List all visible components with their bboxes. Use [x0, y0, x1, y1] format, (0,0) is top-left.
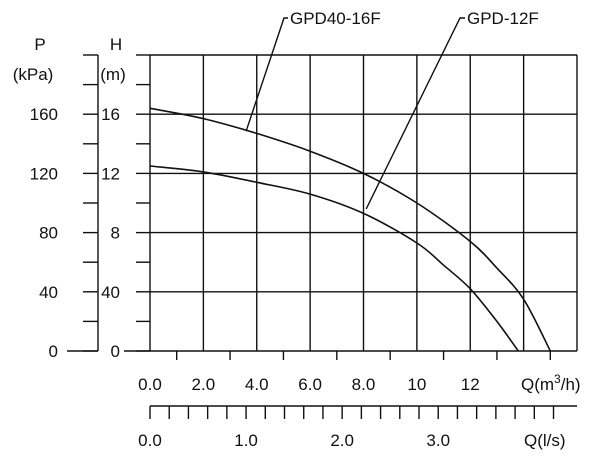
head-axis-tick-label: 12: [101, 164, 120, 183]
flow-ls-axis-label: Q(l/s): [524, 431, 566, 450]
pressure-axis-tick-label: 80: [39, 224, 58, 243]
pressure-axis-label-line2: (kPa): [13, 65, 54, 84]
flow-ls-tick-label: 3.0: [426, 431, 450, 450]
head-axis-tick-label: 8: [111, 224, 120, 243]
head-axis-label-line2: (m): [100, 65, 125, 84]
flow-m3h-label-suffix: /h): [561, 375, 581, 394]
flow-m3h-label-sup: 3: [554, 372, 561, 386]
chart-grid: [149, 54, 578, 352]
flow-m3h-tick-label: 12: [461, 375, 480, 394]
flow-ls-tick-label: 1.0: [234, 431, 258, 450]
flow-m3h-axis-label: Q(m3/h): [521, 372, 581, 394]
series-line-gpd-12f: [149, 165, 519, 352]
chart-ticks: 16 12 8 40 0 160 120 80 40 0 0.0 2.0 4.0 6.0 8.0 10 12 0.…: [30, 105, 480, 450]
flow-m3h-tick-label: 6.0: [298, 375, 322, 394]
head-axis-tick-label: 40: [101, 283, 120, 302]
chart-series: [149, 107, 552, 352]
leader-line-gpd40-16f: [245, 17, 288, 132]
pressure-axis-label-line1: P: [34, 35, 45, 54]
head-axis-label-line1: H: [110, 35, 122, 54]
flow-ls-tick-label: 2.0: [330, 431, 354, 450]
head-axis-tick-label: 16: [101, 105, 120, 124]
flow-m3h-tick-label: 0.0: [138, 375, 162, 394]
flow-ls-tick-label: 0.0: [138, 431, 162, 450]
pressure-axis-tick-label: 40: [39, 283, 58, 302]
flow-m3h-tick-label: 2.0: [192, 375, 216, 394]
flow-m3h-tick-label: 4.0: [245, 375, 269, 394]
pressure-axis-tick-label: 0: [49, 342, 58, 361]
flow-m3h-label-prefix: Q(m: [521, 375, 554, 394]
series-label-leaders: GPD40-16F GPD-12F: [245, 9, 539, 210]
pressure-axis-tick-label: 120: [30, 164, 58, 183]
series-label-gpd-12f: GPD-12F: [467, 9, 539, 28]
chart-axes: [67, 54, 577, 419]
pressure-axis-tick-label: 160: [30, 105, 58, 124]
leader-line-gpd-12f: [365, 17, 465, 210]
flow-m3h-tick-label: 10: [407, 375, 426, 394]
series-line-gpd40-16f: [149, 107, 552, 352]
head-axis-tick-label: 0: [111, 342, 120, 361]
flow-m3h-tick-label: 8.0: [352, 375, 376, 394]
series-label-gpd40-16f: GPD40-16F: [290, 9, 381, 28]
